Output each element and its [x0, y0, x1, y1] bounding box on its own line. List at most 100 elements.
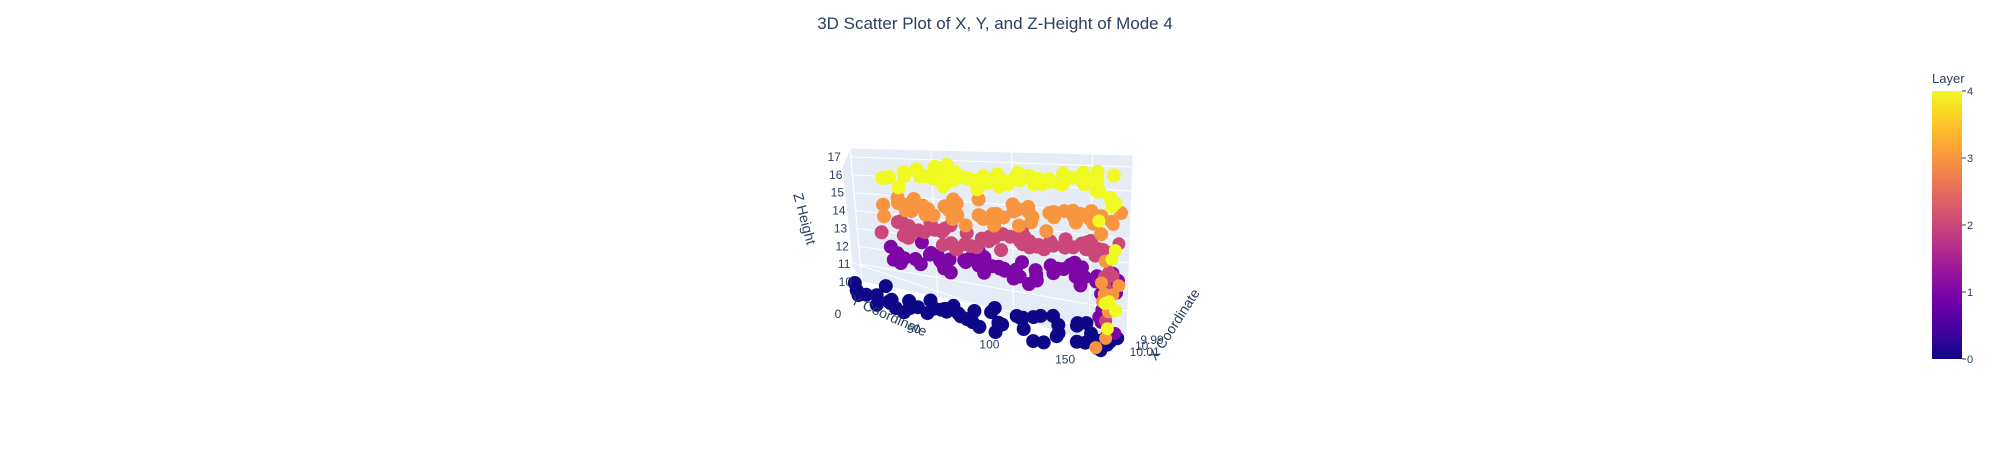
data-point-layer-3	[1106, 217, 1120, 231]
z-tick-label: 17	[827, 150, 841, 164]
data-point-layer-4	[1090, 172, 1105, 186]
data-point-layer-3	[1068, 215, 1083, 230]
data-point-layer-1	[943, 265, 958, 280]
colorbar-ticks: 0 1 2 3 4	[1962, 86, 1973, 366]
data-point-layer-3	[949, 196, 964, 211]
data-point-layer-1	[913, 257, 928, 272]
colorbar: Layer 0 1 2 3 4	[1932, 71, 1973, 366]
data-point-layer-3	[876, 197, 891, 212]
data-point-layer-4	[1077, 177, 1091, 191]
data-point-layer-3	[1047, 210, 1061, 225]
data-point-layer-4	[1100, 322, 1114, 336]
data-point-layer-4	[1109, 196, 1123, 210]
data-point-layer-1	[1077, 270, 1092, 285]
z-tick-label: 11	[838, 257, 851, 271]
y-tick-label: 100	[979, 337, 999, 351]
z-axis-ticks: 10 11 12 13 14 15 16 17	[827, 150, 852, 289]
z-axis-title: Z Height	[790, 191, 819, 246]
data-point-layer-1	[1029, 273, 1044, 288]
z-tick-label: 12	[835, 239, 849, 253]
data-point-layer-3	[1094, 227, 1109, 242]
chart-title: 3D Scatter Plot of X, Y, and Z-Height of…	[817, 14, 1173, 33]
data-point-layer-3	[985, 207, 1000, 221]
y-tick-label: 50	[907, 322, 921, 336]
z-tick-label: 16	[829, 168, 843, 182]
data-point-layer-0	[987, 301, 1002, 315]
colorbar-gradient	[1932, 91, 1962, 359]
z-tick-label: 15	[831, 186, 845, 200]
data-point-layer-4	[881, 170, 896, 184]
data-point-layer-3	[1039, 224, 1054, 239]
colorbar-tick-label: 2	[1967, 220, 1973, 232]
data-point-layer-2	[901, 230, 916, 245]
data-point-layer-3	[958, 218, 973, 233]
data-point-layer-0	[1078, 335, 1093, 350]
gridline-z	[850, 156, 1133, 168]
data-point-layer-1	[1015, 255, 1029, 270]
colorbar-title: Layer	[1932, 71, 1965, 86]
data-point-layer-0	[1079, 316, 1094, 331]
data-point-layer-4	[1106, 168, 1121, 183]
data-point-layer-0	[1015, 310, 1030, 325]
data-point-layer-2	[994, 243, 1009, 258]
z-tick-label: 14	[832, 204, 846, 218]
data-point-layer-0	[1033, 308, 1048, 323]
x-tick-label: 10	[1135, 339, 1149, 353]
data-point-layer-4	[1108, 244, 1122, 257]
colorbar-tick-label: 3	[1967, 153, 1973, 165]
data-point-layer-3	[926, 208, 941, 223]
data-point-layer-2	[1046, 238, 1061, 253]
y-axis-ticks: 0 50 100 150	[835, 307, 1076, 366]
data-point-layer-3	[904, 204, 919, 218]
colorbar-tick-label: 0	[1967, 354, 1973, 366]
data-point-layer-4	[891, 180, 906, 195]
data-point-layer-4	[1064, 170, 1079, 185]
x-tick-label: 9.99	[1140, 333, 1164, 347]
data-point-layer-0	[967, 304, 982, 318]
data-point-layer-3	[987, 218, 1002, 233]
gridline-y	[849, 147, 863, 283]
data-point-layer-2	[874, 225, 889, 240]
data-point-layer-4	[1092, 214, 1106, 228]
data-point-layer-0	[869, 288, 884, 303]
data-point-layer-0	[1036, 335, 1051, 350]
y-tick-label: 0	[835, 307, 842, 321]
data-point-layer-0	[995, 317, 1010, 332]
colorbar-tick-label: 4	[1967, 86, 1973, 98]
data-point-layer-3	[1024, 215, 1039, 230]
data-point-layer-4	[979, 176, 994, 191]
data-point-layer-0	[1016, 322, 1031, 336]
data-point-layer-1	[958, 255, 973, 270]
data-point-layer-0	[869, 297, 884, 312]
data-point-layer-1	[897, 251, 912, 266]
data-point-layer-3	[877, 209, 891, 224]
z-tick-label: 10	[839, 275, 853, 289]
data-point-layer-4	[1091, 184, 1106, 199]
data-point-layer-4	[926, 171, 941, 186]
data-point-layer-0	[859, 287, 874, 302]
data-point-layer-0	[878, 279, 893, 294]
data-point-layer-1	[1012, 269, 1027, 284]
data-point-layer-3	[1099, 331, 1113, 345]
data-point-layer-4	[1108, 304, 1122, 318]
data-point-layer-2	[969, 240, 984, 255]
data-points	[847, 158, 1128, 358]
data-point-layer-0	[920, 306, 935, 321]
x-axis-title: X Coordinate	[1145, 285, 1203, 362]
y-tick-label: 150	[1055, 352, 1075, 366]
data-point-layer-0	[1026, 334, 1041, 349]
data-point-layer-4	[897, 168, 912, 183]
data-point-layer-3	[950, 208, 965, 223]
data-point-layer-0	[972, 319, 987, 334]
gridline-z	[860, 263, 1128, 312]
z-tick-label: 13	[834, 221, 848, 235]
colorbar-tick-label: 1	[1967, 287, 1973, 299]
x-tick-label: 10.01	[1130, 345, 1160, 359]
data-point-layer-3	[1011, 218, 1026, 233]
data-point-layer-3	[1095, 276, 1108, 290]
data-point-layer-0	[1051, 326, 1066, 341]
data-point-layer-3	[1089, 341, 1103, 355]
